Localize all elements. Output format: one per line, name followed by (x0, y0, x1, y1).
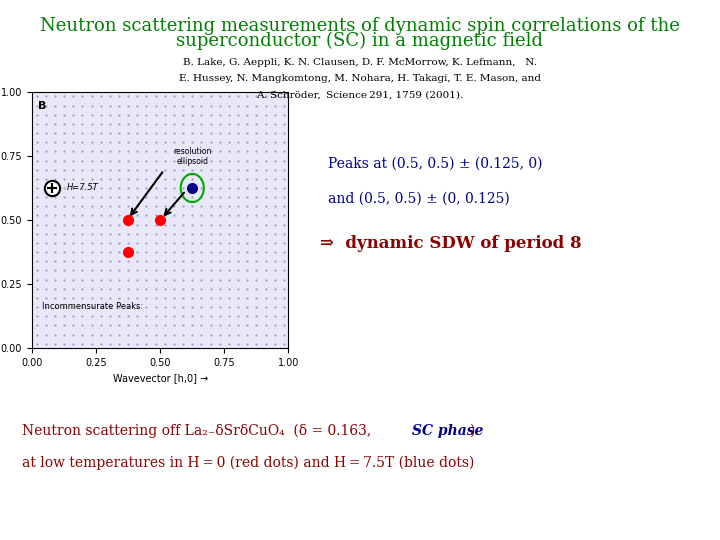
Text: B. Lake, G. Aeppli, K. N. Clausen, D. F. McMorrow, K. Lefmann,   N.: B. Lake, G. Aeppli, K. N. Clausen, D. F.… (183, 58, 537, 67)
Text: Neutron scattering off La₂₋δSrδCuO₄  (δ = 0.163,: Neutron scattering off La₂₋δSrδCuO₄ (δ =… (22, 424, 374, 438)
Text: ⇒  dynamic SDW of period 8: ⇒ dynamic SDW of period 8 (320, 235, 582, 252)
Text: B: B (38, 101, 47, 111)
Text: Incommensurate Peaks:: Incommensurate Peaks: (42, 302, 143, 311)
Text: SC phase: SC phase (412, 424, 483, 438)
Text: Neutron scattering measurements of dynamic spin correlations of the: Neutron scattering measurements of dynam… (40, 17, 680, 35)
Text: H=7.5T: H=7.5T (66, 184, 99, 192)
Text: superconductor (SC) in a magnetic field: superconductor (SC) in a magnetic field (176, 31, 544, 50)
X-axis label: Wavevector [h,0] →: Wavevector [h,0] → (112, 374, 208, 383)
Text: A. Schröder,  Science 291, 1759 (2001).: A. Schröder, Science 291, 1759 (2001). (256, 90, 464, 99)
Text: ): ) (469, 424, 474, 438)
Text: and (0.5, 0.5) ± (0, 0.125): and (0.5, 0.5) ± (0, 0.125) (328, 192, 509, 206)
Text: E. Hussey, N. Mangkomtong, M. Nohara, H. Takagi, T. E. Mason, and: E. Hussey, N. Mangkomtong, M. Nohara, H.… (179, 74, 541, 83)
Text: resolution
ellipsoid: resolution ellipsoid (173, 147, 212, 166)
Text: Peaks at (0.5, 0.5) ± (0.125, 0): Peaks at (0.5, 0.5) ± (0.125, 0) (328, 157, 542, 171)
Text: at low temperatures in H = 0 (red dots) and H = 7.5T (blue dots): at low temperatures in H = 0 (red dots) … (22, 455, 474, 470)
